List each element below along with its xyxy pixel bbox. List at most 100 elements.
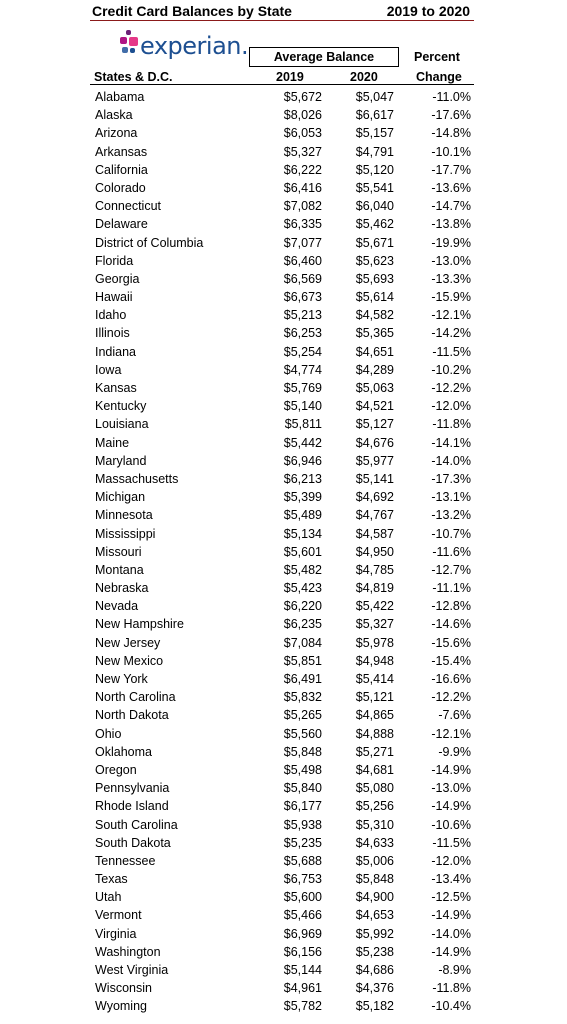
state-cell: Colorado [95,180,146,195]
balance-2019-cell: $5,601 [283,544,322,559]
percent-header: Percent [414,50,460,64]
balances-table: Alabama $5,672 $5,047 -11.0% Alaska $8,026 $6,… [0,88,567,1016]
balance-2019-cell: $5,840 [283,781,322,796]
table-row: Maine $5,442 $4,676 -14.1% [0,434,567,452]
percent-change-cell: -15.9% [431,290,471,305]
balance-2020-cell: $4,819 [355,581,394,596]
balance-2019-cell: $6,969 [283,926,322,941]
state-cell: Connecticut [95,199,162,214]
percent-change-cell: -14.9% [431,799,471,814]
percent-change-cell: -13.2% [431,508,471,523]
balance-2019-cell: $6,222 [283,162,322,177]
state-cell: Virginia [95,926,137,941]
table-row: Missouri $5,601 $4,950 -11.6% [0,543,567,561]
percent-change-cell: -14.9% [431,908,471,923]
percent-change-cell: -13.0% [431,781,471,796]
balance-2019-cell: $6,753 [283,872,322,887]
percent-change-cell: -17.3% [431,471,471,486]
balance-2020-cell: $5,365 [355,326,394,341]
table-row: North Carolina $5,832 $5,121 -12.2% [0,688,567,706]
balance-2020-cell: $5,848 [355,872,394,887]
title-bar: Credit Card Balances by State 2019 to 20… [90,2,474,21]
balance-2020-cell: $5,327 [355,617,394,632]
balance-2020-cell: $5,063 [355,381,394,395]
balance-2019-cell: $5,832 [283,690,322,705]
percent-change-cell: -12.0% [431,853,471,868]
state-cell: Indiana [95,344,137,359]
balance-2019-cell: $6,053 [283,126,322,141]
percent-change-cell: -11.8% [432,981,471,996]
state-cell: Maryland [95,453,147,468]
table-row: Florida $6,460 $5,623 -13.0% [0,252,567,270]
percent-change-cell: -11.1% [432,581,471,596]
state-cell: Iowa [95,362,122,377]
percent-change-cell: -11.5% [432,344,471,359]
state-cell: North Carolina [95,690,176,705]
balance-2020-cell: $4,633 [355,835,394,850]
balance-2020-cell: $5,977 [355,453,394,468]
table-row: Wisconsin $4,961 $4,376 -11.8% [0,979,567,997]
table-row: Minnesota $5,489 $4,767 -13.2% [0,506,567,524]
percent-change-cell: -10.2% [431,362,471,377]
balance-2019-cell: $6,569 [283,271,322,286]
balance-2019-cell: $6,946 [283,453,322,468]
percent-change-cell: -15.6% [431,635,471,650]
state-cell: New York [95,672,148,686]
state-cell: Ohio [95,726,122,741]
average-balance-header: Average Balance [249,47,399,67]
table-row: Montana $5,482 $4,785 -12.7% [0,561,567,579]
balance-2020-cell: $5,121 [355,690,394,705]
balance-2019-cell: $4,774 [283,362,322,377]
header-divider [90,84,474,85]
table-row: Iowa $4,774 $4,289 -10.2% [0,361,567,379]
percent-change-cell: -11.8% [432,417,471,432]
percent-change-cell: -9.9% [438,744,471,759]
percent-change-cell: -12.5% [431,890,471,905]
balance-2019-cell: $5,144 [283,963,322,977]
percent-change-cell: -13.1% [431,490,471,505]
state-cell: Missouri [95,544,142,559]
state-cell: District of Columbia [95,235,204,250]
balance-2019-cell: $5,235 [283,835,322,850]
balance-2020-cell: $5,992 [355,926,394,941]
table-row: Georgia $6,569 $5,693 -13.3% [0,270,567,288]
balance-2020-cell: $5,047 [355,90,394,104]
balance-2019-cell: $5,134 [283,526,322,541]
table-row: Vermont $5,466 $4,653 -14.9% [0,906,567,924]
state-cell: Kansas [95,381,137,395]
percent-change-cell: -14.6% [431,617,471,632]
percent-change-cell: -14.9% [431,944,471,959]
percent-change-cell: -12.2% [431,690,471,705]
balance-2019-cell: $5,466 [283,908,322,923]
balance-2020-cell: $5,080 [355,781,394,796]
state-cell: New Jersey [95,635,161,650]
balance-2019-cell: $6,491 [283,672,322,686]
table-row: Virginia $6,969 $5,992 -14.0% [0,925,567,943]
balance-2020-cell: $4,676 [355,435,394,450]
percent-change-cell: -14.1% [431,435,471,450]
change-header: Change [416,70,462,84]
balance-2019-cell: $6,220 [283,599,322,614]
balance-2019-cell: $7,084 [283,635,322,650]
balance-2020-cell: $6,617 [355,108,394,123]
balance-2020-cell: $5,141 [355,471,394,486]
balance-2020-cell: $5,462 [355,217,394,232]
percent-change-cell: -7.6% [438,708,471,723]
balance-2020-cell: $5,671 [355,235,394,250]
balance-2019-cell: $5,848 [283,744,322,759]
balance-2020-cell: $4,587 [355,526,394,541]
balance-2019-cell: $6,460 [283,253,322,268]
balance-2020-cell: $4,948 [355,653,394,668]
percent-change-cell: -13.4% [431,872,471,887]
logo-dots-icon [118,30,140,60]
table-row: Rhode Island $6,177 $5,256 -14.9% [0,797,567,815]
percent-change-cell: -11.6% [432,544,471,559]
balance-2020-cell: $4,651 [355,344,394,359]
table-row: Kentucky $5,140 $4,521 -12.0% [0,397,567,415]
balance-2019-cell: $6,213 [283,471,322,486]
table-row: Massachusetts $6,213 $5,141 -17.3% [0,470,567,488]
balance-2020-cell: $4,888 [355,726,394,741]
balance-2020-cell: $4,785 [355,562,394,577]
table-row: Nebraska $5,423 $4,819 -11.1% [0,579,567,597]
state-cell: Mississippi [95,526,156,541]
